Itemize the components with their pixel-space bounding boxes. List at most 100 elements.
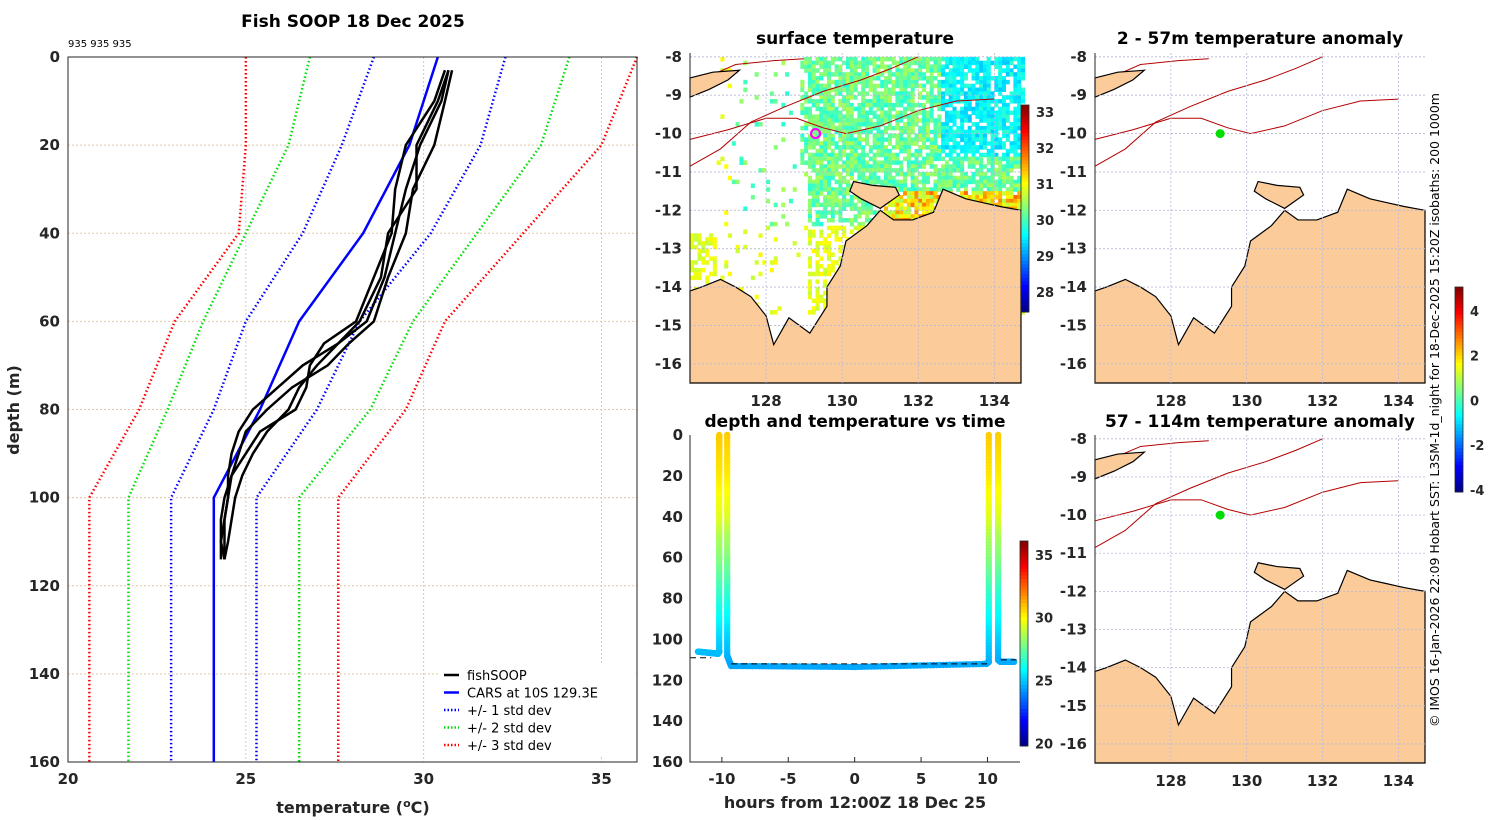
sst-pixel [895, 156, 900, 162]
sst-pixel [990, 99, 995, 104]
sst-pixel [724, 210, 729, 215]
sst-pixel [815, 125, 820, 131]
anomaly-colorbar-segment [1455, 440, 1463, 445]
sst-pixel [1017, 76, 1022, 81]
sst-pixel [982, 171, 987, 177]
sst-pixel [819, 118, 824, 123]
sst-pixel [823, 106, 828, 112]
sst-pixel [849, 110, 854, 116]
sst-pixel [807, 133, 812, 139]
sst-pixel [899, 202, 904, 208]
sst-pixel [937, 83, 942, 89]
sst-pixel [724, 221, 729, 227]
sst-pixel [1001, 56, 1006, 62]
sst-pixel [861, 202, 866, 208]
sst-pixel [990, 95, 995, 100]
sst-pixel [865, 206, 870, 211]
sst-pixel [865, 214, 870, 219]
sst-pixel [876, 175, 881, 181]
sst-pixel [872, 145, 877, 150]
sst-pixel [982, 91, 987, 96]
sst-pixel [941, 106, 946, 112]
sst-pixel [998, 141, 1003, 146]
sst-pixel [815, 79, 820, 85]
sst-pixel [899, 164, 904, 169]
sst-pixel [838, 118, 843, 123]
sst-pixel [944, 114, 949, 119]
sst-pixel [933, 64, 938, 70]
sst-pixel [853, 164, 858, 169]
sst-pixel [826, 122, 831, 127]
sst-pixel [895, 194, 900, 200]
sst-pixel [838, 191, 843, 196]
sst-pixel [986, 72, 991, 77]
time-colorbar-segment [1020, 561, 1028, 566]
sst-pixel [811, 179, 816, 185]
sst-pixel [769, 267, 774, 273]
sst-pixel [823, 99, 828, 104]
profile-plot: Fish SOOP 18 Dec 2025 935 935 935 20 25 30… [4, 12, 639, 817]
y-tick-label: 20 [39, 136, 60, 154]
sst-pixel [766, 225, 771, 231]
sst-pixel [948, 168, 953, 173]
sst-pixel [914, 137, 919, 142]
sst-pixel [986, 95, 991, 100]
sst-pixel [971, 83, 976, 89]
sst-pixel [994, 110, 999, 116]
sst-pixel [853, 168, 858, 173]
sst-pixel [914, 175, 919, 181]
sst-pixel [895, 91, 900, 96]
sst-pixel [990, 141, 995, 146]
sst-pixel [1009, 68, 1014, 73]
sst-pixel [735, 179, 740, 185]
sst-pixel [903, 79, 908, 85]
sst-pixel [815, 118, 820, 123]
sst-pixel [944, 137, 949, 142]
anomaly-colorbar-segment [1455, 410, 1463, 414]
sst-pixel [815, 244, 820, 250]
sst-pixel [884, 171, 889, 177]
sst-pixel [998, 110, 1003, 116]
sst-pixel [1001, 175, 1006, 181]
sst-pixel [998, 202, 1003, 208]
sst-pixel [1009, 141, 1014, 146]
sst-pixel [1017, 175, 1022, 181]
sst-pixel [857, 168, 862, 173]
sst-pixel [819, 183, 824, 188]
sst-pixel [807, 179, 812, 185]
sst-colorbar-segment [1021, 108, 1029, 113]
sst-pixel [933, 171, 938, 177]
sst-pixel [842, 95, 847, 100]
sst-pixel [944, 87, 949, 93]
sst-pixel [853, 79, 858, 85]
anomaly-lower-title: 57 - 114m temperature anomaly [1105, 412, 1415, 432]
sst-pixel [979, 95, 984, 100]
sst-pixel [815, 290, 820, 296]
sst-pixel [815, 160, 820, 165]
sst-pixel [906, 125, 911, 131]
sst-pixel [895, 137, 900, 142]
sst-pixel [971, 87, 976, 93]
sst-pixel [834, 202, 839, 208]
sst-pixel [956, 125, 961, 131]
sst-pixel [826, 106, 831, 112]
sst-pixel [998, 68, 1003, 73]
time-colorbar-segment [1020, 667, 1028, 672]
sst-pixel [971, 110, 976, 116]
sst-pixel [857, 225, 862, 231]
sst-pixel [998, 79, 1003, 85]
sst-pixel [918, 56, 923, 62]
sst-pixel [887, 110, 892, 116]
sst-pixel [815, 106, 820, 112]
sst-pixel [865, 179, 870, 185]
sst-pixel [838, 76, 843, 81]
sst-pixel [884, 164, 889, 169]
y-tick-label: -16 [655, 355, 682, 373]
sst-pixel [1005, 56, 1010, 62]
sst-pixel [1001, 145, 1006, 150]
sst-pixel [872, 168, 877, 173]
sst-pixel [944, 83, 949, 89]
sst-pixel [838, 210, 843, 215]
x-tick-label: 130 [1231, 392, 1262, 410]
sst-pixel [1013, 164, 1018, 169]
